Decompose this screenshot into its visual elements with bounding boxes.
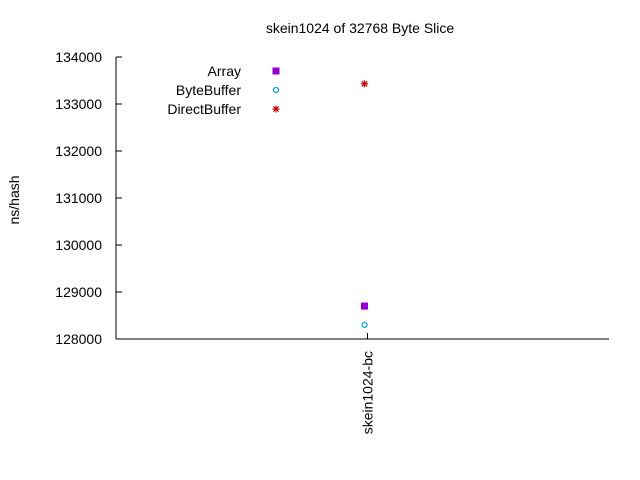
y-tick-label: 133000 [55,96,102,112]
chart-title: skein1024 of 32768 Byte Slice [266,20,455,36]
plot-axes [115,57,609,340]
y-tick-label: 128000 [55,331,102,347]
legend-label: ByteBuffer [176,82,241,98]
y-tick-label: 130000 [55,237,102,253]
data-point-directbuffer [361,80,368,88]
y-tick-label: 134000 [55,49,102,65]
y-tick-label: 132000 [55,143,102,159]
data-point-array [361,302,368,310]
legend-marker [272,86,280,94]
legend-label: DirectBuffer [167,101,241,117]
legend-marker [272,67,280,75]
data-point-bytebuffer [361,321,368,328]
y-ticks: 128000 129000 130000 131000 132000 133000 1340… [55,49,122,347]
x-tick-label: skein1024-bc [360,351,376,434]
data-points [361,80,368,328]
legend: Array ByteBuffer DirectBuffer [167,63,280,117]
x-ticks: skein1024-bc [360,333,376,434]
y-tick-label: 129000 [55,284,102,300]
y-axis-label: ns/hash [6,175,22,224]
legend-marker [272,105,280,113]
y-tick-label: 131000 [55,190,102,206]
legend-label: Array [208,63,241,79]
